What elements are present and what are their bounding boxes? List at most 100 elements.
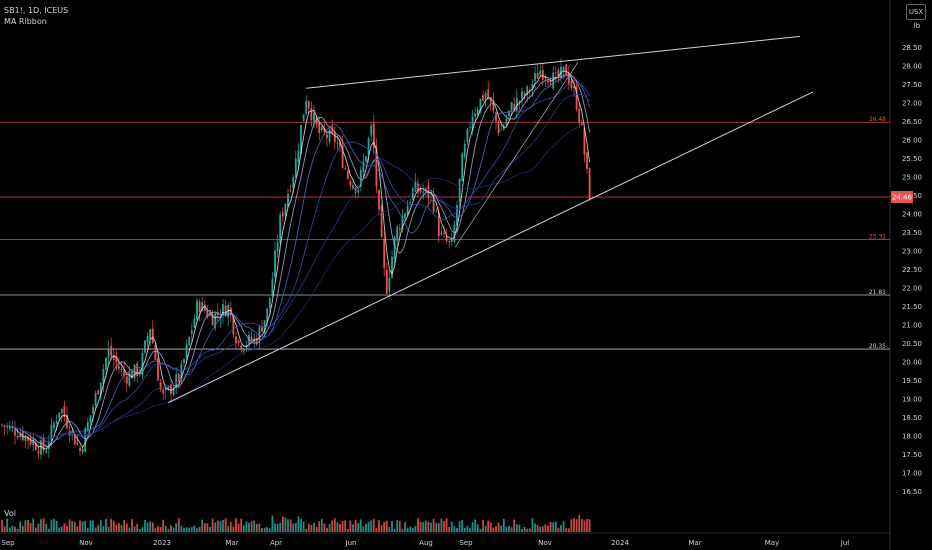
volume-bar xyxy=(323,523,326,532)
volume-bar xyxy=(19,521,22,532)
volume-bar xyxy=(560,525,562,532)
candle-body xyxy=(172,388,175,396)
y-tick-label: 18.00 xyxy=(902,433,922,441)
volume-bar xyxy=(500,525,503,532)
volume-bar xyxy=(349,520,352,532)
volume-bar xyxy=(536,524,539,532)
volume-bar xyxy=(16,528,19,532)
volume-bar xyxy=(63,523,66,532)
volume-bar xyxy=(167,528,170,532)
volume-bar xyxy=(66,526,68,532)
candle-body xyxy=(157,358,159,381)
volume-bar xyxy=(297,516,300,532)
candle-body xyxy=(575,86,578,110)
candle-body xyxy=(469,127,471,129)
volume-bar xyxy=(385,520,388,532)
y-tick-label: 19.00 xyxy=(902,396,922,404)
unit-button[interactable]: lb xyxy=(913,22,921,30)
candle-body xyxy=(450,240,453,243)
candle-body xyxy=(76,442,79,445)
ma-ribbon-line xyxy=(1,75,591,444)
volume-bar xyxy=(159,527,162,532)
candle-body xyxy=(99,382,102,396)
volume-bar xyxy=(440,518,443,532)
candle-body xyxy=(541,69,544,80)
candle-body xyxy=(528,89,531,92)
candle-body xyxy=(326,134,328,139)
volume-bar xyxy=(125,523,128,532)
volume-bar xyxy=(409,526,412,532)
volume-bar xyxy=(469,528,471,532)
volume-bar xyxy=(34,527,37,532)
volume-bar xyxy=(432,518,435,532)
candle-body xyxy=(320,126,323,131)
candle-body xyxy=(112,354,115,360)
candle-body xyxy=(164,387,167,391)
candle-body xyxy=(484,92,487,99)
candle-body xyxy=(487,89,490,99)
volume-bar xyxy=(263,527,266,532)
volume-bar xyxy=(268,528,271,532)
volume-bar xyxy=(227,526,230,532)
last-price-tag xyxy=(891,190,913,203)
candle-body xyxy=(102,368,105,384)
volume-bar xyxy=(287,519,289,532)
volume-bar xyxy=(515,524,518,532)
volume-bar xyxy=(255,523,258,532)
candle-body xyxy=(539,70,542,76)
volume-bar xyxy=(583,520,586,532)
volume-bar xyxy=(521,528,523,532)
volume-bar xyxy=(305,528,308,532)
volume-bar xyxy=(164,525,167,532)
volume-bar xyxy=(443,520,445,532)
inner-trendline xyxy=(454,62,579,248)
candle-body xyxy=(21,430,24,440)
volume-bar xyxy=(105,519,107,532)
volume-bar xyxy=(232,526,235,532)
volume-bar xyxy=(300,518,302,532)
volume-bar xyxy=(487,520,490,532)
volume-bar xyxy=(3,526,6,532)
volume-bar xyxy=(565,528,568,532)
currency-button[interactable]: USX xyxy=(906,4,926,20)
candle-body xyxy=(508,110,510,116)
candle-body xyxy=(323,127,326,133)
candle-body xyxy=(440,232,443,235)
candle-body xyxy=(505,119,508,125)
volume-bar xyxy=(315,526,318,532)
candle-body xyxy=(151,328,154,343)
volume-bar xyxy=(489,522,492,532)
candle-body xyxy=(365,156,367,162)
candle-body xyxy=(328,129,331,142)
volume-bar xyxy=(461,520,464,532)
candle-body xyxy=(89,415,92,423)
volume-bar xyxy=(206,523,209,532)
volume-bar xyxy=(144,519,146,532)
candle-body xyxy=(222,304,224,316)
candle-body xyxy=(266,308,269,322)
candle-body xyxy=(588,168,591,201)
candle-body xyxy=(125,376,128,384)
candle-body xyxy=(536,73,539,79)
ma-ribbon-line xyxy=(1,70,591,450)
volume-bar xyxy=(131,519,133,532)
candle-body xyxy=(162,389,165,394)
candle-body xyxy=(196,300,198,320)
volume-bar xyxy=(81,521,84,532)
volume-bar xyxy=(240,518,243,532)
candle-body xyxy=(120,369,123,370)
candle-body xyxy=(159,382,162,390)
candle-body xyxy=(92,406,94,414)
candle-body xyxy=(549,83,552,86)
candle-body xyxy=(580,123,583,126)
volume-bar xyxy=(209,526,211,532)
candle-body xyxy=(240,345,243,350)
study-label[interactable]: MA Ribbon xyxy=(4,17,47,26)
symbol-label[interactable]: SB1!, 1D, ICEUS xyxy=(4,6,69,15)
ma-ribbon-line xyxy=(1,123,590,439)
candle-body xyxy=(289,190,292,192)
candle-body xyxy=(79,447,81,451)
volume-bar xyxy=(185,527,188,532)
candle-body xyxy=(14,429,16,436)
